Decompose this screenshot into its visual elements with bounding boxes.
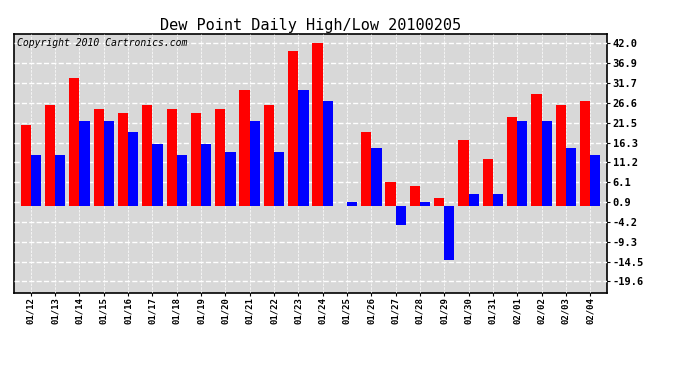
Bar <box>298 90 308 206</box>
Bar <box>226 152 235 206</box>
Bar <box>493 194 503 206</box>
Bar <box>395 206 406 225</box>
Bar <box>31 155 41 206</box>
Bar <box>118 113 128 206</box>
Bar <box>288 51 298 206</box>
Bar <box>434 198 444 206</box>
Bar <box>580 101 590 206</box>
Bar <box>347 202 357 206</box>
Title: Dew Point Daily High/Low 20100205: Dew Point Daily High/Low 20100205 <box>160 18 461 33</box>
Bar <box>469 194 479 206</box>
Bar <box>518 121 527 206</box>
Bar <box>142 105 152 206</box>
Bar <box>191 113 201 206</box>
Bar <box>250 121 260 206</box>
Bar <box>128 132 138 206</box>
Bar <box>94 109 104 206</box>
Text: Copyright 2010 Cartronics.com: Copyright 2010 Cartronics.com <box>17 38 187 48</box>
Bar <box>323 101 333 206</box>
Bar <box>555 105 566 206</box>
Bar <box>590 155 600 206</box>
Bar <box>201 144 211 206</box>
Bar <box>566 148 576 206</box>
Bar <box>177 155 187 206</box>
Bar <box>79 121 90 206</box>
Bar <box>542 121 552 206</box>
Bar <box>69 78 79 206</box>
Bar <box>371 148 382 206</box>
Bar <box>274 152 284 206</box>
Bar <box>45 105 55 206</box>
Bar <box>264 105 274 206</box>
Bar <box>239 90 250 206</box>
Bar <box>215 109 226 206</box>
Bar <box>55 155 66 206</box>
Bar <box>420 202 430 206</box>
Bar <box>507 117 518 206</box>
Bar <box>410 186 420 206</box>
Bar <box>444 206 455 260</box>
Bar <box>361 132 371 206</box>
Bar <box>313 44 323 206</box>
Bar <box>166 109 177 206</box>
Bar <box>531 94 542 206</box>
Bar <box>104 121 114 206</box>
Bar <box>483 159 493 206</box>
Bar <box>152 144 163 206</box>
Bar <box>386 182 395 206</box>
Bar <box>458 140 469 206</box>
Bar <box>21 124 31 206</box>
